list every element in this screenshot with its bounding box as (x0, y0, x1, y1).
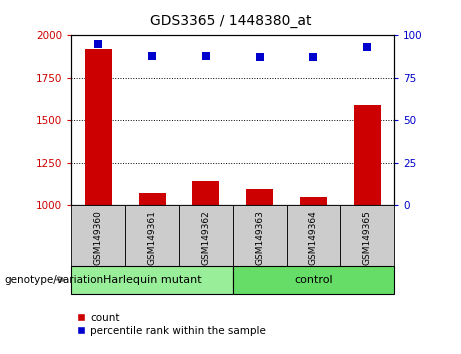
Text: GSM149361: GSM149361 (148, 210, 157, 265)
Bar (354, 105, 381, 205)
Text: GSM149360: GSM149360 (94, 210, 103, 265)
Bar (179, 205, 233, 266)
Point (364, 45, 371, 50)
Bar (139, 193, 165, 205)
Text: GSM149363: GSM149363 (255, 210, 264, 265)
Bar (71, 205, 125, 266)
Text: GSM149362: GSM149362 (201, 210, 210, 265)
Bar (287, 205, 340, 266)
Point (256, 55, 263, 60)
Bar (340, 205, 394, 266)
Bar (300, 197, 327, 205)
Text: Harlequin mutant: Harlequin mutant (103, 275, 201, 285)
Text: GDS3365 / 1448380_at: GDS3365 / 1448380_at (150, 14, 311, 28)
Text: control: control (294, 275, 333, 285)
Text: GSM149365: GSM149365 (363, 210, 372, 265)
Bar (71, 266, 233, 294)
Point (310, 55, 317, 60)
Bar (125, 205, 179, 266)
Bar (233, 266, 394, 294)
Point (202, 53, 210, 59)
Text: genotype/variation: genotype/variation (5, 275, 104, 285)
Bar (85, 49, 112, 205)
Text: GSM149364: GSM149364 (309, 210, 318, 265)
Bar (193, 181, 219, 205)
Bar (246, 189, 273, 205)
Bar (233, 205, 287, 266)
Point (148, 53, 156, 59)
Point (95, 41, 102, 47)
Legend: count, percentile rank within the sample: count, percentile rank within the sample (77, 313, 266, 336)
